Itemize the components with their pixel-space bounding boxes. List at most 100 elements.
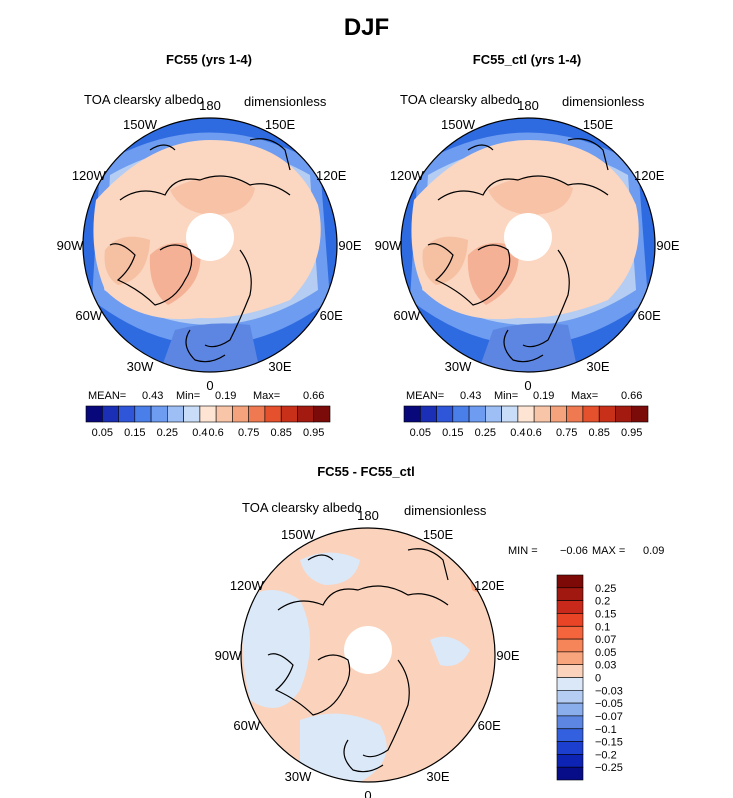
panel-2-colorbar-tick: 0.15 bbox=[442, 427, 463, 439]
panel-2-greenland-high bbox=[467, 242, 519, 305]
panel-2-lon-label-30W: 30W bbox=[445, 359, 472, 374]
panel-1-variable: TOA clearsky albedo bbox=[84, 92, 204, 107]
panel-2-colorbar-swatch bbox=[631, 405, 649, 423]
panel-3-colorbar-swatch bbox=[556, 625, 584, 640]
panel-3-colorbar-swatch bbox=[556, 715, 584, 730]
panel-2-colorbar-tick: 0.85 bbox=[588, 427, 609, 439]
panel-1-lon-label-150W: 150W bbox=[123, 117, 158, 132]
panel-1-atlantic-low bbox=[160, 323, 260, 372]
panel-2-colorbar-tick: 0.95 bbox=[621, 427, 642, 439]
panel-1-colorbar-swatch bbox=[264, 405, 282, 423]
panel-2-colorbar-swatch bbox=[436, 405, 454, 423]
panel-1-colorbar-swatch bbox=[150, 405, 168, 423]
panel-2-colorbar-tick: 0.05 bbox=[410, 427, 431, 439]
panel-3-lon-label-150W: 150W bbox=[281, 527, 316, 542]
panel-2-colorbar-swatch bbox=[582, 405, 600, 423]
panel-3-colorbar-swatch bbox=[556, 574, 584, 589]
panel-2-colorbar-swatch bbox=[517, 405, 535, 423]
panel-1-colorbar-swatch bbox=[215, 405, 233, 423]
panel-1-colorbar-swatch bbox=[199, 405, 217, 423]
panel-3-lon-label-60E: 60E bbox=[478, 718, 501, 733]
panel-3-lon-label-90W: 90W bbox=[215, 648, 242, 663]
panel-2-siberia-high bbox=[488, 176, 573, 215]
panel-1-map-border bbox=[82, 117, 338, 373]
panel-2-map-border bbox=[400, 117, 656, 373]
panel-2-colorbar-swatch bbox=[484, 405, 502, 423]
panel-2-lon-label-150E: 150E bbox=[583, 117, 614, 132]
panel-2-colorbar-swatch bbox=[419, 405, 437, 423]
figure-title: DJF bbox=[343, 14, 390, 41]
panel-3-colorbar-tick: −0.25 bbox=[595, 762, 623, 774]
panel-3-colorbar-tick: 0.15 bbox=[595, 608, 616, 620]
panel-1-units: dimensionless bbox=[244, 94, 327, 109]
panel-2-colorbar-tick: 0.25 bbox=[475, 427, 496, 439]
panel-2-variable: TOA clearsky albedo bbox=[400, 92, 520, 107]
panel-3-colorbar-tick: −0.05 bbox=[595, 698, 623, 710]
panel-3-colorbar-tick: 0 bbox=[595, 673, 601, 685]
panel-2-map bbox=[401, 118, 655, 372]
panel-3-colorbar-tick: 0.25 bbox=[595, 583, 616, 595]
panel-2-units: dimensionless bbox=[562, 94, 645, 109]
panel-1-colorbar-swatch bbox=[313, 405, 331, 423]
panel-2-colorbar-swatch bbox=[501, 405, 519, 423]
panel-3-max-label: MAX = bbox=[592, 545, 626, 557]
panel-2-lon-label-60E: 60E bbox=[638, 308, 661, 323]
panel-1-colorbar-tick: 0.25 bbox=[157, 427, 178, 439]
panel-1-canada-high bbox=[104, 236, 150, 285]
panel-3-colorbar-tick: −0.07 bbox=[595, 711, 623, 723]
panel-1-colorbar-swatch bbox=[280, 405, 298, 423]
panel-3-colorbar-tick: −0.15 bbox=[595, 737, 623, 749]
panel-1-colorbar-swatch bbox=[248, 405, 266, 423]
panel-2-lon-label-60W: 60W bbox=[393, 308, 420, 323]
panel-3-min-value: −0.06 bbox=[560, 545, 588, 557]
panel-2-colorbar-swatch bbox=[550, 405, 568, 423]
panel-3-negative-patch-east bbox=[430, 636, 470, 666]
panel-1-colorbar-swatch bbox=[118, 405, 136, 423]
panel-2-lon-label-90E: 90E bbox=[656, 238, 679, 253]
panel-1-colorbar-tick: 0.75 bbox=[238, 427, 259, 439]
panel-2-mean-label: MEAN= bbox=[406, 390, 445, 402]
panel-1-lon-label-120E: 120E bbox=[316, 168, 347, 183]
panel-2-colorbar-swatch bbox=[598, 405, 616, 423]
panel-2-mean-value: 0.43 bbox=[460, 390, 482, 402]
panel-1-coastlines bbox=[109, 138, 291, 363]
panel-1-greenland-high bbox=[149, 242, 201, 305]
panel-2-lon-label-150W: 150W bbox=[441, 117, 476, 132]
panel-3-negative-region-atlantic bbox=[300, 713, 387, 782]
panel-3-map bbox=[241, 528, 495, 782]
panel-3-colorbar-swatch bbox=[556, 728, 584, 742]
panel-3-variable: TOA clearsky albedo bbox=[242, 500, 362, 515]
panel-3-colorbar-swatch bbox=[556, 638, 584, 653]
panel-1-colorbar-swatch bbox=[85, 405, 103, 423]
panel-3-colorbar-swatch bbox=[556, 587, 584, 601]
panel-2-canada-high bbox=[422, 236, 468, 285]
panel-1-map bbox=[83, 118, 337, 372]
panel-2-colorbar-swatch bbox=[615, 405, 633, 423]
panel-1-max-value: 0.66 bbox=[303, 390, 325, 402]
panel-1-min-value: 0.19 bbox=[215, 390, 237, 402]
panel-1-lon-label-30W: 30W bbox=[127, 359, 154, 374]
panel-1-lon-label-60E: 60E bbox=[320, 308, 343, 323]
panel-1-colorbar-tick: 0.05 bbox=[92, 427, 113, 439]
panel-1-colorbar-tick: 0.85 bbox=[270, 427, 291, 439]
panel-3-colorbar-swatch bbox=[556, 766, 584, 781]
panel-2-colorbar-tick: 0.75 bbox=[556, 427, 577, 439]
panel-3-colorbar-swatch bbox=[556, 600, 584, 614]
panel-3-coastlines bbox=[267, 548, 449, 773]
panel-2-lon-label-120W: 120W bbox=[390, 168, 425, 183]
panel-2-title: FC55_ctl (yrs 1-4) bbox=[472, 52, 582, 67]
panel-3-lon-label-90E: 90E bbox=[496, 648, 519, 663]
panel-1-lon-label-0: 0 bbox=[206, 378, 213, 393]
panel-3-colorbar-tick: 0.07 bbox=[595, 634, 616, 646]
panel-3-colorbar-swatch bbox=[556, 702, 584, 717]
panel-1-lon-label-120W: 120W bbox=[72, 168, 107, 183]
panel-3-colorbar-swatch bbox=[556, 651, 584, 666]
panel-3-colorbar-tick: −0.03 bbox=[595, 685, 623, 697]
panel-3-polar-gap bbox=[344, 626, 392, 674]
panel-1-lon-label-150E: 150E bbox=[265, 117, 296, 132]
panel-2-colorbar-tick: 0.4 bbox=[510, 427, 525, 439]
panel-3-lon-label-30W: 30W bbox=[285, 769, 312, 784]
panel-3-lon-label-150E: 150E bbox=[423, 527, 454, 542]
panel-1-mean-value: 0.43 bbox=[142, 390, 164, 402]
panel-3-colorbar-swatch bbox=[556, 741, 584, 755]
